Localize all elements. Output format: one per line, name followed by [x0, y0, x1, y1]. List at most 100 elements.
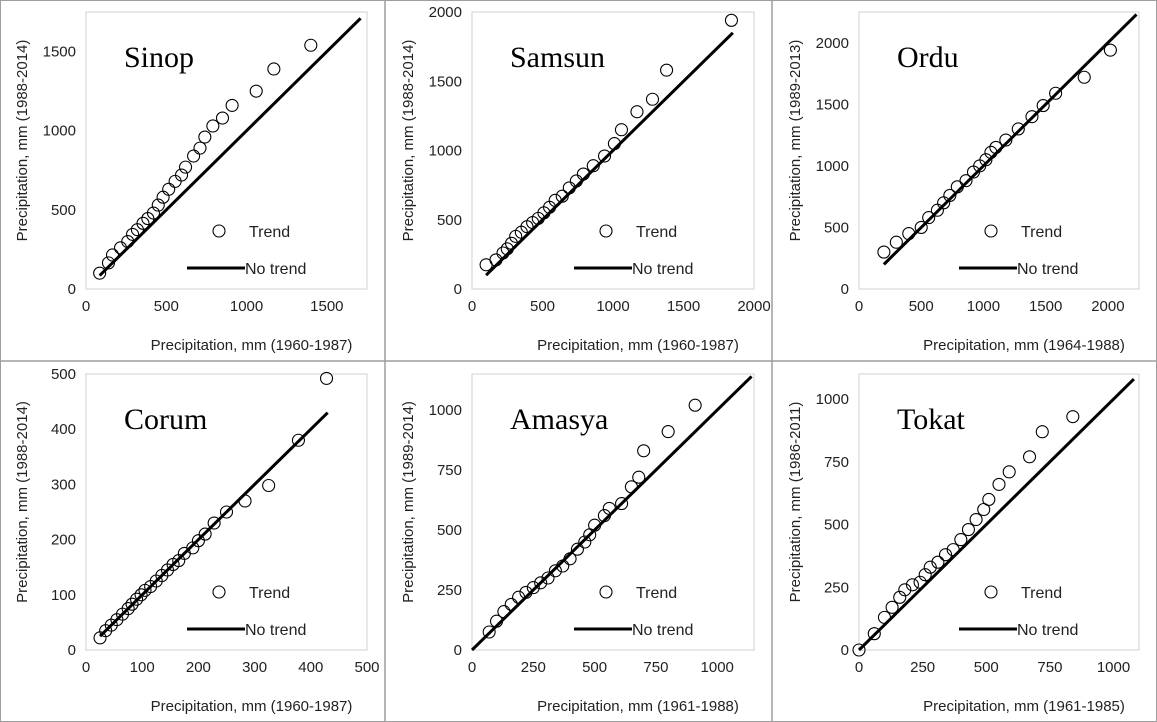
chart-svg: 0 500 1000 1500 2000 0 500 1000 1500 2000 Precipit… [400, 4, 771, 354]
data-point-trend [1002, 465, 1016, 479]
x-tick-label: 0 [82, 298, 90, 315]
legend-label: No trend [632, 261, 693, 278]
data-point-trend [938, 548, 953, 562]
y-tick-label: 500 [437, 212, 462, 229]
data-point-trend [943, 188, 957, 202]
data-point-trend [151, 198, 165, 212]
x-tick-label: 250 [521, 659, 546, 676]
chart-title: Corum [124, 403, 207, 436]
y-tick-label: 500 [51, 202, 76, 219]
y-axis-label: Precipitation, mm (1989-2013) [787, 40, 804, 242]
data-point-trend [136, 216, 150, 230]
data-point-trend [918, 568, 932, 582]
chart-title: Amasya [510, 403, 608, 436]
data-point-trend [632, 470, 646, 484]
data-point-trend [174, 168, 189, 182]
x-tick-label: 200 [186, 659, 211, 676]
x-axis-label: Precipitation, mm (1961-1985) [923, 698, 1125, 715]
y-tick-label: 0 [68, 281, 76, 298]
y-tick-label: 200 [51, 532, 76, 549]
y-tick-label: 0 [841, 642, 849, 659]
data-point-trend [893, 590, 907, 604]
data-point-trend [162, 182, 176, 196]
y-tick-label: 0 [454, 281, 462, 298]
y-tick-label: 300 [51, 476, 76, 493]
legend-label: Trend [1021, 585, 1062, 602]
data-point-trend [954, 533, 968, 547]
data-point-trend [267, 62, 281, 76]
x-tick-label: 1000 [967, 298, 1000, 315]
x-tick-label: 1000 [701, 659, 734, 676]
legend-label: Trend [1021, 224, 1062, 241]
x-tick-label: 2000 [1091, 298, 1124, 315]
chart-title: Sinop [124, 41, 194, 74]
legend-label: No trend [632, 622, 693, 639]
legend-marker-trend [984, 585, 998, 599]
x-axis-label: Precipitation, mm (1960-1987) [537, 337, 739, 354]
data-point-trend [198, 527, 212, 541]
y-axis-label: Precipitation, mm (1989-2014) [400, 401, 417, 603]
y-tick-label: 1500 [816, 96, 849, 113]
data-point-trend [534, 576, 548, 590]
chart-svg: 0 250 500 750 1000 0 250 500 750 1000 Precipitatio… [787, 373, 1140, 715]
y-tick-label: 1000 [429, 402, 462, 419]
data-point-trend [541, 571, 555, 585]
y-axis-label: Precipitation, mm (1988-2014) [14, 40, 31, 242]
data-point-trend [660, 63, 674, 77]
y-tick-label: 1500 [43, 44, 76, 61]
data-point-trend [905, 578, 920, 592]
y-tick-label: 500 [824, 219, 849, 236]
data-point-trend [206, 119, 220, 133]
y-tick-label: 250 [437, 582, 462, 599]
plot-area [471, 11, 755, 290]
x-tick-label: 500 [530, 298, 555, 315]
data-point-trend [570, 542, 584, 556]
legend-marker-trend [599, 224, 613, 238]
x-tick-label: 500 [974, 659, 999, 676]
chart-panel-amasya: 0 250 500 750 1000 0 250 500 750 1000 Precipitatio… [386, 362, 772, 722]
legend-marker-trend [212, 585, 226, 599]
x-tick-label: 0 [855, 298, 863, 315]
y-tick-label: 1000 [816, 158, 849, 175]
data-point-trend [249, 84, 263, 98]
plot-area [858, 11, 1140, 290]
y-tick-label: 400 [51, 421, 76, 438]
data-point-trend [304, 38, 318, 52]
x-tick-label: 0 [82, 659, 90, 676]
data-point-trend [215, 111, 230, 125]
data-point-trend [1025, 110, 1039, 124]
y-tick-label: 500 [824, 517, 849, 534]
data-point-trend [191, 534, 205, 548]
legend-label: No trend [245, 622, 306, 639]
data-point-trend [914, 220, 928, 234]
data-point-trend [168, 174, 182, 188]
data-point-trend [193, 141, 207, 155]
x-tick-label: 300 [242, 659, 267, 676]
x-axis-label: Precipitation, mm (1960-1987) [151, 698, 353, 715]
plot-area [85, 11, 368, 290]
data-point-trend [134, 588, 148, 602]
data-point-trend [999, 133, 1013, 147]
legend-marker-trend [984, 224, 998, 238]
chart-title: Tokat [897, 403, 966, 436]
x-tick-label: 1000 [596, 298, 629, 315]
data-point-trend [661, 425, 675, 439]
y-axis-label: Precipitation, mm (1988-2014) [14, 401, 31, 603]
chart-panel-ordu: 0 500 1000 1500 2000 0 500 1000 1500 2000 Precipit… [773, 0, 1157, 361]
data-point-trend [262, 478, 276, 493]
chart-svg: 0 500 1000 1500 2000 0 500 1000 1500 2000 Precipit… [787, 11, 1140, 354]
y-tick-label: 0 [454, 642, 462, 659]
y-tick-label: 500 [437, 522, 462, 539]
x-tick-label: 100 [130, 659, 155, 676]
legend: Trend No trend [574, 585, 693, 639]
x-tick-label: 0 [468, 298, 476, 315]
data-point-trend [982, 492, 996, 507]
data-point-trend [597, 149, 612, 163]
x-tick-label: 500 [582, 659, 607, 676]
series-line-no-trend [857, 377, 1135, 652]
data-point-trend [992, 477, 1006, 491]
data-point-trend [126, 227, 140, 241]
x-tick-label: 500 [154, 298, 179, 315]
x-axis-label: Precipitation, mm (1961-1988) [537, 698, 739, 715]
